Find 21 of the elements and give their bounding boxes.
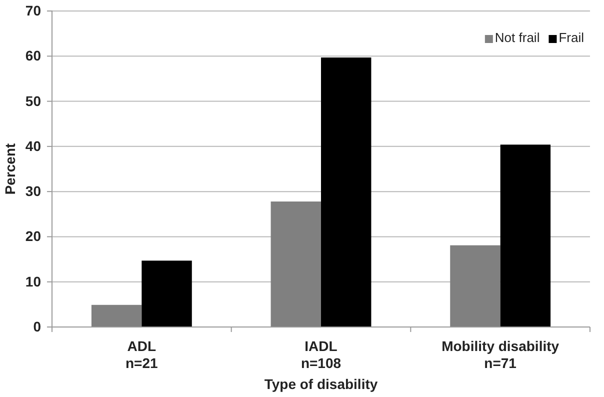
- y-tick-label: 30: [25, 183, 42, 200]
- x-tick-label: Mobility disability n=71: [442, 338, 560, 371]
- y-tick-label: 20: [25, 228, 42, 244]
- legend-label: Not frail: [494, 30, 540, 45]
- x-axis-title: Type of disability: [264, 376, 378, 392]
- y-tick-label: 10: [25, 273, 42, 290]
- y-tick-label: 40: [25, 138, 42, 154]
- bar: [142, 260, 192, 327]
- legend-label: Frail: [558, 30, 584, 45]
- y-axis-title: Percent: [2, 142, 18, 195]
- x-tick-label: ADL n=21: [126, 338, 158, 371]
- x-tick-label: IADL n=108: [300, 338, 342, 371]
- y-tick-label: 0: [33, 318, 42, 334]
- y-tick-label: 60: [25, 48, 42, 64]
- bar: [91, 304, 142, 327]
- y-tick-label: 70: [25, 2, 42, 18]
- bar: [500, 144, 551, 327]
- bar: [321, 57, 372, 327]
- bar: [270, 202, 321, 327]
- bar: [450, 245, 500, 327]
- y-tick-label: 50: [25, 92, 42, 109]
